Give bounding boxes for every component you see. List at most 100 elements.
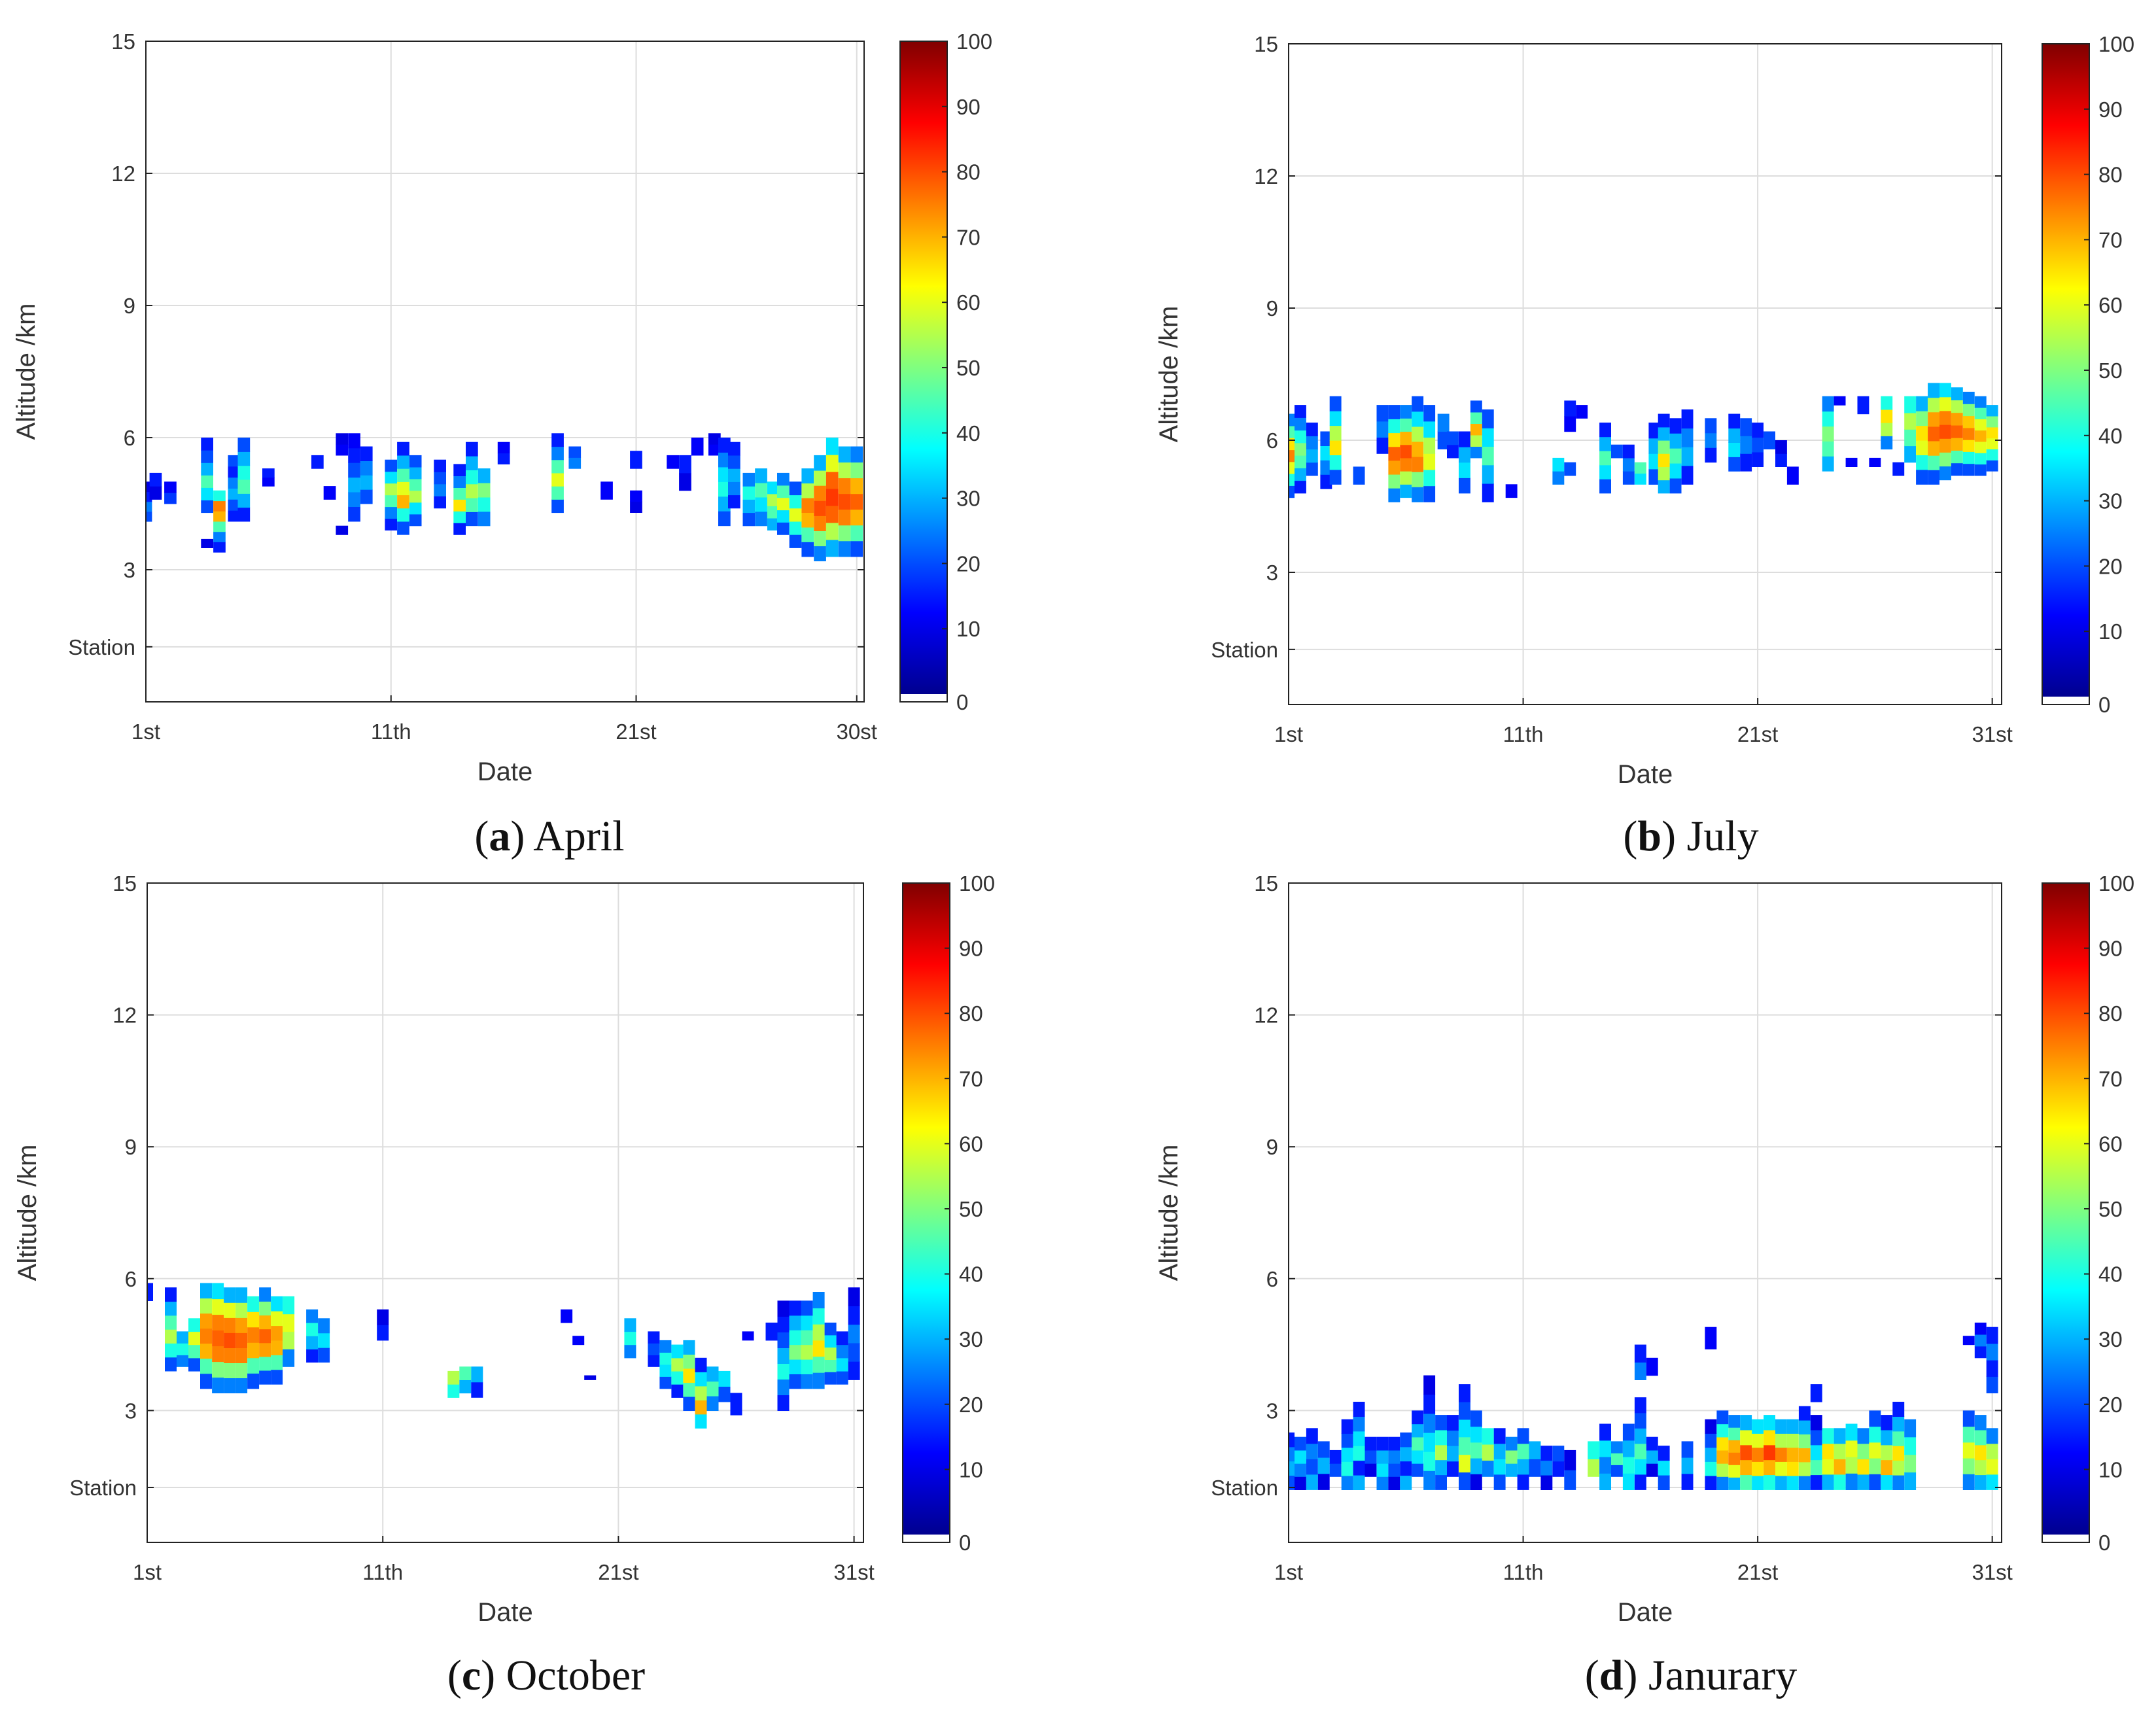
heatmap-cell [177, 1343, 188, 1355]
heatmap-cell [1470, 400, 1482, 413]
heatmap-cell [1388, 460, 1400, 475]
colorbar-tick-label: 30 [2098, 489, 2123, 513]
heatmap-cell [409, 455, 422, 468]
heatmap-cell [1962, 1426, 1975, 1443]
heatmap-cell [728, 468, 740, 482]
heatmap-cell [1962, 451, 1975, 464]
heatmap-cell [551, 433, 564, 447]
heatmap-cell [434, 496, 446, 509]
heatmap-cell [1658, 440, 1670, 454]
colorbar-tick-label: 20 [2098, 554, 2123, 578]
heatmap-cell [1493, 1443, 1506, 1459]
heatmap-cell [1986, 416, 1998, 428]
heatmap-cell [624, 1344, 636, 1359]
heatmap-cell [1822, 456, 1834, 472]
heatmap-cell [397, 508, 409, 522]
heatmap-cell [228, 455, 241, 467]
colorbar [2042, 883, 2089, 1535]
heatmap-cell [1775, 1461, 1787, 1476]
colorbar-tick-label: 20 [2098, 1393, 2123, 1417]
heatmap-cell [385, 471, 398, 484]
heatmap-cell [838, 540, 851, 557]
heatmap-cell [1822, 1474, 1834, 1490]
heatmap-cell [1892, 462, 1905, 476]
colorbar-tick-label: 10 [956, 617, 981, 641]
heatmap-cell [1951, 462, 1963, 476]
heatmap-cell [1317, 1441, 1330, 1458]
heatmap-cell [1705, 1447, 1717, 1462]
heatmap-cell [1295, 405, 1306, 418]
heatmap-cell [730, 1393, 742, 1415]
heatmap-cell [1974, 441, 1987, 453]
heatmap-cell [1974, 1346, 1987, 1359]
heatmap-cell [1869, 1410, 1881, 1427]
heatmap-cell [1857, 396, 1869, 415]
heatmap-cell [1974, 1323, 1987, 1335]
heatmap-cell [1764, 431, 1775, 449]
heatmap-cell [1716, 1410, 1729, 1425]
heatmap-cell [1376, 1450, 1389, 1464]
heatmap-cell [1962, 1458, 1975, 1474]
heatmap-cell [1904, 1419, 1917, 1438]
heatmap-cell [1329, 425, 1342, 441]
heatmap-cell [434, 472, 446, 485]
heatmap-cell [201, 500, 213, 513]
heatmap-cell [1353, 1446, 1365, 1461]
heatmap-cell [146, 481, 152, 493]
heatmap-cell [224, 1317, 236, 1333]
heatmap-cell [1634, 1397, 1646, 1414]
heatmap-cell [1798, 1448, 1811, 1463]
heatmap-cell [1728, 413, 1741, 429]
heatmap-cell [146, 511, 152, 522]
heatmap-cell [1517, 1459, 1529, 1475]
heatmap-cell [213, 521, 226, 532]
x-tick-label: 11th [1503, 1560, 1544, 1584]
heatmap-cell [1810, 1384, 1822, 1402]
heatmap-cell [1482, 446, 1494, 466]
heatmap-cell [409, 490, 422, 503]
heatmap-cell [1482, 1460, 1494, 1477]
heatmap-cell [466, 498, 478, 512]
heatmap-cell [1904, 445, 1917, 463]
y-tick-label: 15 [1254, 871, 1278, 895]
heatmap-cell [838, 446, 851, 463]
x-axis-label: Date [478, 757, 533, 786]
heatmap-cell [271, 1296, 283, 1311]
heatmap-cell [1752, 1433, 1764, 1448]
heatmap-cell [1810, 1430, 1822, 1446]
heatmap-cell [777, 1363, 790, 1380]
heatmap-cell [1775, 1419, 1787, 1434]
heatmap-cell [447, 1384, 460, 1398]
caption-text: ) April [510, 812, 624, 860]
heatmap-cell [1341, 1461, 1353, 1476]
heatmap-cell [1705, 1327, 1717, 1349]
heatmap-cell [397, 481, 409, 496]
heatmap-cell [466, 512, 478, 527]
heatmap-cell [1869, 1458, 1881, 1474]
y-tick-label: 9 [124, 294, 135, 318]
heatmap-cell [447, 1370, 460, 1385]
heatmap-cell [271, 1325, 283, 1341]
heatmap-cell [659, 1364, 672, 1377]
heatmap-cell [271, 1355, 283, 1370]
heatmap-cell [1588, 1459, 1600, 1477]
heatmap-cell [1634, 1412, 1646, 1429]
heatmap-cell [235, 1363, 248, 1378]
heatmap-cell [1320, 460, 1332, 475]
heatmap-cell [235, 1347, 248, 1363]
heatmap-cell [1634, 1474, 1646, 1490]
heatmap-cell [1341, 1475, 1353, 1490]
heatmap-cell [801, 498, 814, 513]
heatmap-cell [1728, 428, 1741, 443]
heatmap-cell [1728, 442, 1741, 457]
heatmap-cell [1669, 433, 1682, 449]
heatmap-cell [1341, 1447, 1353, 1462]
heatmap-cell [259, 1315, 271, 1330]
heatmap-cell [1412, 396, 1424, 412]
heatmap-cell [224, 1363, 236, 1378]
heatmap-cell [777, 522, 790, 535]
heatmap-cell [718, 466, 731, 482]
x-tick-label: 21st [1737, 722, 1778, 746]
heatmap-cell [1552, 1446, 1565, 1462]
heatmap-cell [1728, 1452, 1741, 1465]
